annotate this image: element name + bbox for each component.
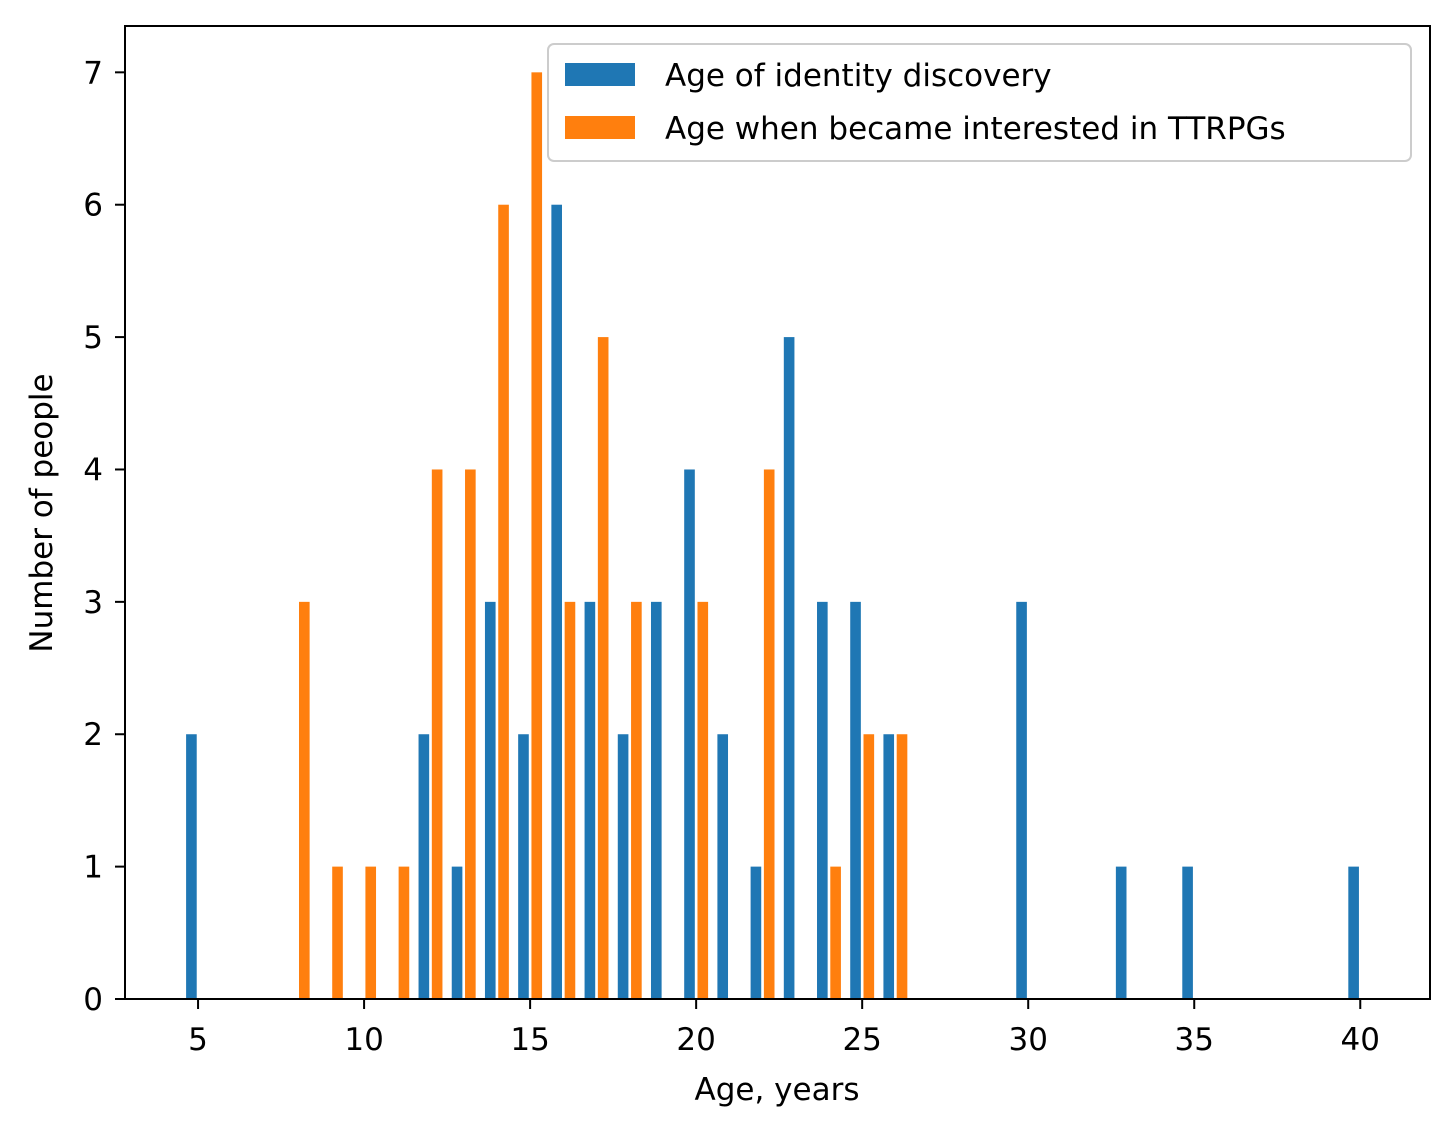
bar-series-1 (631, 601, 642, 999)
x-tick-label: 10 (344, 1022, 383, 1058)
legend-swatch-identity-discovery (565, 63, 635, 86)
legend: Age of identity discovery Age when becam… (547, 43, 1412, 162)
x-tick-label: 5 (188, 1022, 208, 1058)
y-tick-label: 6 (83, 188, 103, 224)
bar-series-1 (564, 601, 576, 999)
bar-series-1 (830, 866, 841, 999)
y-axis-ticks: 0 1 2 3 4 5 6 7 (83, 55, 125, 1018)
x-axis-ticks: 5 10 15 20 25 30 35 40 (188, 999, 1380, 1058)
x-tick-label: 25 (842, 1022, 881, 1058)
legend-label-ttrpg-interest: Age when became interested in TTRPGs (665, 111, 1286, 147)
legend-box (547, 43, 1412, 162)
y-tick-label: 3 (83, 585, 103, 621)
bar-series-0 (451, 866, 463, 999)
bar-series-0 (551, 204, 562, 999)
y-tick-label: 7 (83, 55, 103, 91)
series-0-bars (186, 204, 1359, 1000)
bar-series-0 (883, 734, 895, 999)
bar-series-0 (1115, 866, 1127, 999)
bar-series-0 (518, 734, 529, 999)
bar-series-0 (1016, 601, 1027, 999)
bar-series-1 (863, 734, 875, 999)
bar-series-0 (650, 601, 662, 999)
bar-series-1 (299, 601, 310, 999)
series-1-bars (299, 72, 908, 1000)
bar-series-1 (365, 866, 377, 999)
y-tick-label: 5 (83, 320, 103, 356)
bar-series-1 (896, 734, 908, 999)
x-axis-label: Age, years (695, 1072, 860, 1108)
plot-area (125, 26, 1430, 999)
legend-swatch-ttrpg-interest (565, 116, 635, 139)
bar-series-1 (398, 866, 410, 999)
bar-series-1 (531, 72, 543, 1000)
y-tick-label: 1 (83, 850, 103, 886)
bar-series-0 (783, 337, 795, 1000)
bar-series-1 (332, 866, 343, 999)
bar-series-0 (750, 866, 762, 999)
x-tick-label: 35 (1175, 1022, 1214, 1058)
y-axis-label: Number of people (24, 373, 60, 652)
bar-series-0 (717, 734, 729, 999)
bar-series-0 (584, 601, 596, 999)
y-tick-label: 0 (83, 982, 103, 1018)
y-tick-label: 4 (83, 452, 103, 488)
bar-series-0 (1348, 866, 1359, 999)
bar-series-1 (465, 469, 476, 999)
bar-series-1 (597, 337, 609, 1000)
bar-series-0 (484, 601, 496, 999)
x-tick-label: 20 (676, 1022, 715, 1058)
bar-series-0 (1182, 866, 1193, 999)
bars-layer (186, 72, 1359, 1000)
x-tick-label: 40 (1341, 1022, 1380, 1058)
bar-series-0 (418, 734, 430, 999)
bar-series-0 (617, 734, 629, 999)
bar-series-0 (817, 601, 828, 999)
y-tick-label: 2 (83, 717, 103, 753)
bar-series-0 (850, 601, 861, 999)
plot-frame (124, 25, 1431, 1000)
bar-series-0 (186, 734, 197, 999)
bar-series-0 (684, 469, 695, 999)
bar-series-1 (697, 601, 709, 999)
x-tick-label: 30 (1008, 1022, 1047, 1058)
bar-series-1 (763, 469, 775, 999)
bar-series-1 (498, 204, 509, 999)
x-tick-label: 15 (510, 1022, 549, 1058)
legend-label-identity-discovery: Age of identity discovery (665, 58, 1052, 94)
bar-series-1 (431, 469, 443, 999)
